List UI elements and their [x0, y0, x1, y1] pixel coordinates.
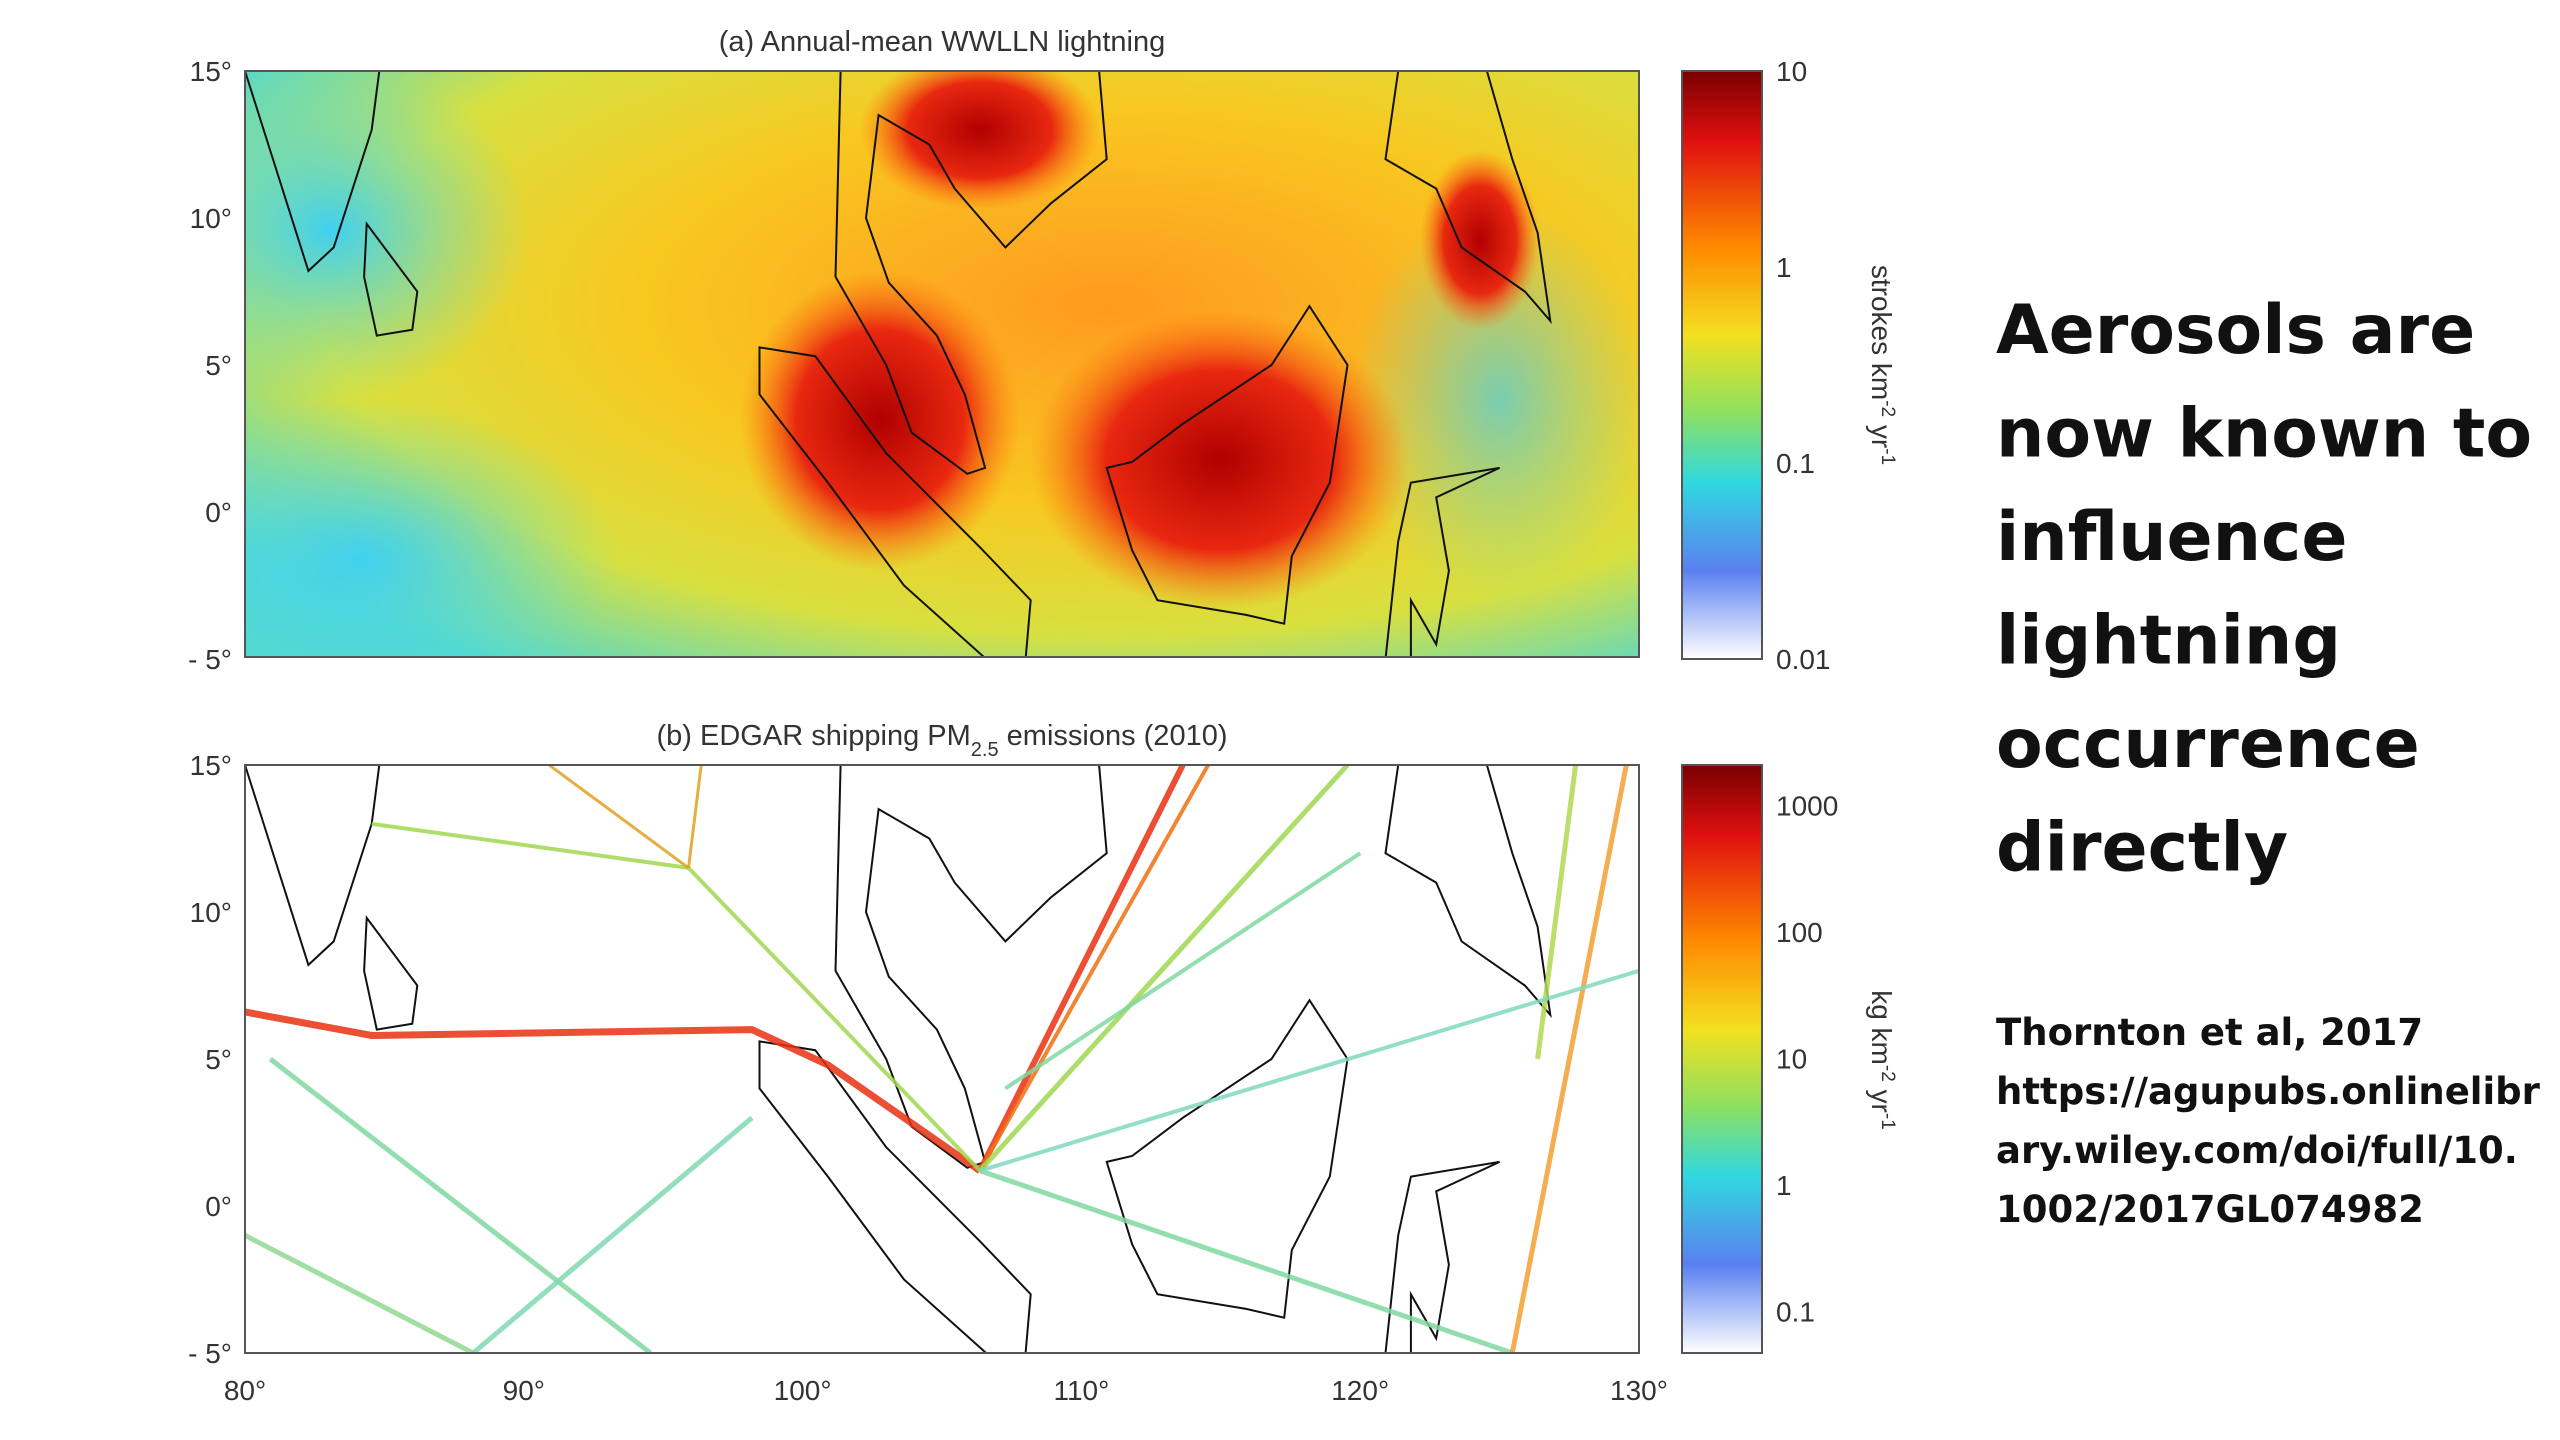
title-part: emissions (2010) — [999, 720, 1228, 752]
shipping-map — [245, 765, 1639, 1353]
colorbar-label: kg km-2 yr-1 — [1866, 990, 1899, 1130]
title-part: (b) EDGAR shipping PM — [657, 720, 971, 752]
colorbar-tick-label: 0.1 — [1776, 1296, 1815, 1327]
x-tick-label: 90° — [503, 1375, 545, 1406]
shipping-lane — [471, 1115, 754, 1353]
label-part: yr — [1866, 1082, 1897, 1113]
label-part: yr — [1866, 417, 1897, 448]
colorbar — [1681, 764, 1763, 1354]
colorbar-tick-label: 1000 — [1776, 790, 1838, 821]
coastline — [758, 346, 1032, 657]
heading-line: now known to — [1996, 395, 2532, 474]
colorbar-tick-label: 10 — [1776, 56, 1807, 87]
y-tick-label: - 5° — [188, 1338, 232, 1369]
y-tick-label: 5° — [205, 350, 232, 381]
label-part: -1 — [1878, 1113, 1899, 1130]
label-part: -1 — [1878, 448, 1899, 465]
citation-line: https://agupubs.onlinelibr — [1996, 1070, 2541, 1113]
coastline — [363, 221, 419, 337]
shipping-lane — [548, 765, 690, 870]
label-part: strokes km — [1866, 265, 1897, 400]
colorbar-tick-label: 10 — [1776, 1043, 1807, 1074]
panel-title: (b) EDGAR shipping PM2.5 emissions (2010… — [657, 720, 1228, 761]
y-tick-label: 10° — [190, 203, 232, 234]
shipping-lane — [245, 1008, 982, 1174]
heading-line: occurrence — [1996, 705, 2420, 784]
coastline — [834, 71, 1108, 475]
colorbar-tick-label: 100 — [1776, 917, 1823, 948]
colorbar — [1681, 70, 1763, 660]
coastline — [363, 915, 419, 1031]
label-part: -2 — [1878, 1065, 1899, 1082]
coastline — [245, 71, 381, 273]
title-part: 2.5 — [971, 739, 999, 761]
shipping-lane — [979, 968, 1639, 1173]
y-tick-label: 5° — [205, 1044, 232, 1075]
citation-line: 1002/2017GL074982 — [1996, 1188, 2424, 1231]
shipping-lane — [268, 1057, 653, 1353]
x-tick-label: 80° — [224, 1375, 266, 1406]
coastline — [758, 1040, 1032, 1353]
colorbar-tick-label: 0.01 — [1776, 644, 1831, 675]
y-tick-label: 0° — [205, 1191, 232, 1222]
citation-line: Thornton et al, 2017 — [1996, 1011, 2423, 1054]
y-tick-label: - 5° — [188, 644, 232, 675]
shipping-lane — [687, 765, 703, 869]
x-tick-label: 110° — [1053, 1375, 1109, 1406]
x-tick-label: 100° — [774, 1375, 832, 1406]
shipping-lane — [978, 765, 1210, 1172]
shipping-lane — [1509, 765, 1629, 1353]
colorbar-tick-label: 0.1 — [1776, 448, 1815, 479]
shipping-lane — [977, 765, 1186, 1173]
heading-line: lightning — [1996, 602, 2341, 681]
shipping-lane — [1535, 765, 1579, 1060]
y-tick-label: 0° — [205, 497, 232, 528]
coastline — [1105, 998, 1349, 1319]
colorbar-tick-label: 1 — [1776, 1170, 1792, 1201]
map-frame — [244, 70, 1640, 658]
coastline — [245, 765, 381, 967]
shipping-lane — [979, 1168, 1514, 1353]
coastline — [1384, 466, 1501, 657]
coastline — [1105, 304, 1349, 625]
shipping-lane — [978, 765, 1350, 1173]
y-tick-label: 15° — [190, 750, 232, 781]
citation-line: ary.wiley.com/doi/full/10. — [1996, 1129, 2518, 1172]
x-tick-label: 130° — [1610, 1375, 1668, 1406]
label-part: kg km — [1866, 990, 1897, 1065]
y-tick-label: 10° — [190, 897, 232, 928]
title-part: (a) Annual-mean WWLLN lightning — [719, 26, 1165, 58]
heading-line: Aerosols are — [1996, 291, 2475, 370]
colorbar-tick-label: 1 — [1776, 252, 1792, 283]
shipping-lane — [245, 1233, 475, 1353]
shipping-lane — [1004, 851, 1362, 1091]
coastline — [834, 765, 1108, 1169]
coastline — [1384, 71, 1552, 325]
heading-line: influence — [1996, 498, 2348, 577]
map-frame — [244, 764, 1640, 1354]
lightning-map — [245, 71, 1639, 657]
colorbar-label: strokes km-2 yr-1 — [1866, 265, 1899, 465]
label-part: -2 — [1878, 400, 1899, 417]
heading-line: directly — [1996, 809, 2288, 888]
x-tick-label: 120° — [1331, 1375, 1389, 1406]
y-tick-label: 15° — [190, 56, 232, 87]
panel-title: (a) Annual-mean WWLLN lightning — [719, 26, 1165, 58]
coastline — [1384, 1160, 1501, 1353]
